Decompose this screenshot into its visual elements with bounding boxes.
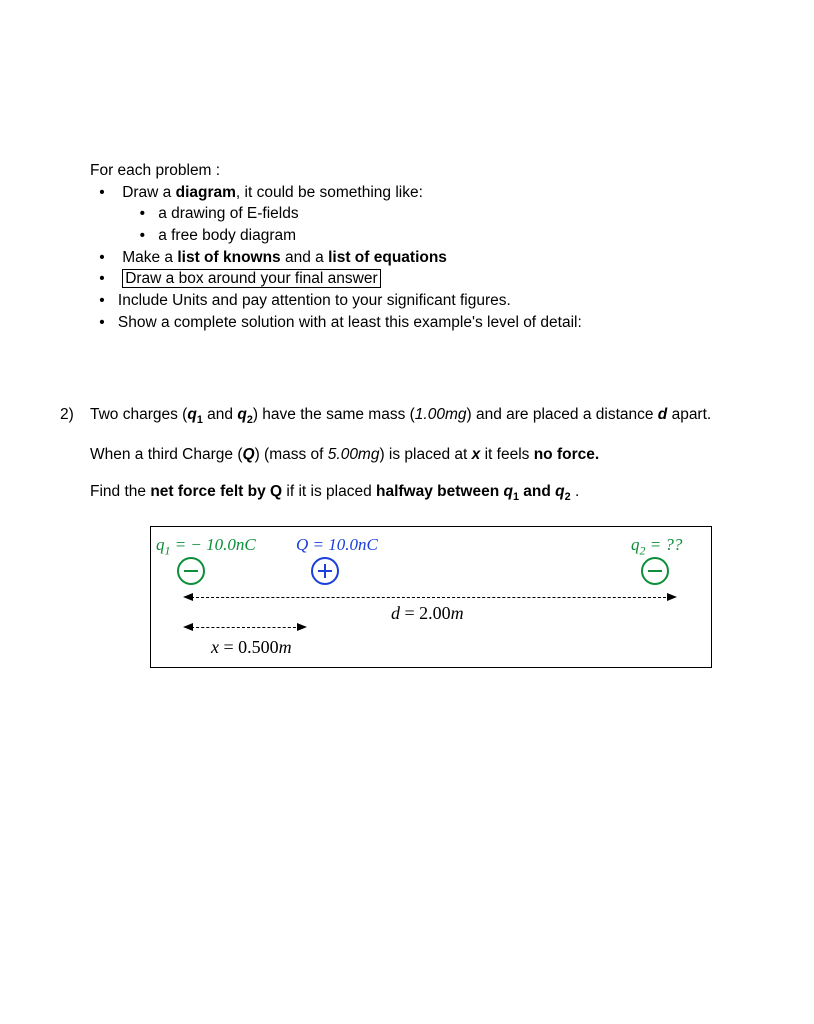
boxed-answer: Draw a box around your final answer <box>122 269 380 288</box>
d-dimension-line <box>191 597 671 598</box>
problem-body: Two charges (q1 and q2) have the same ma… <box>90 404 724 668</box>
instr-item-units: Include Units and pay attention to your … <box>90 290 724 312</box>
Q-charge-icon <box>311 557 339 585</box>
instr-item-knowns: Make a list of knowns and a list of equa… <box>90 247 724 269</box>
instr-item-detail: Show a complete solution with at least t… <box>90 312 724 334</box>
instr-sub-fbd: a free body diagram <box>140 225 724 247</box>
d-label: d = 2.00m <box>391 601 464 626</box>
q2-label: q2 = ?? <box>631 533 682 559</box>
instr-item-boxed: Draw a box around your final answer <box>90 268 724 290</box>
Q-label: Q = 10.0nC <box>296 533 378 557</box>
problem-line-2: When a third Charge (Q) (mass of 5.00mg)… <box>90 444 724 466</box>
charge-diagram: q1 = − 10.0nC Q = 10.0nC q2 = ?? <box>150 526 712 668</box>
page: For each problem : Draw a diagram, it co… <box>0 0 814 1024</box>
instr-sub-efields: a drawing of E-fields <box>140 203 724 225</box>
instr-item-diagram: Draw a diagram, it could be something li… <box>90 182 724 247</box>
q1-label: q1 = − 10.0nC <box>156 533 256 559</box>
problem-line-1: Two charges (q1 and q2) have the same ma… <box>90 404 724 428</box>
arrow-left-icon <box>183 593 193 601</box>
problem-number: 2) <box>60 404 74 426</box>
q2-charge-icon <box>641 557 669 585</box>
q1-charge-icon <box>177 557 205 585</box>
instructions-block: For each problem : Draw a diagram, it co… <box>90 160 724 334</box>
arrow-right-icon <box>667 593 677 601</box>
instructions-intro: For each problem : <box>90 160 724 182</box>
arrow-right-icon <box>297 623 307 631</box>
problem-line-3: Find the net force felt by Q if it is pl… <box>90 481 724 505</box>
instr-sublist: a drawing of E-fields a free body diagra… <box>90 203 724 246</box>
instructions-list: Draw a diagram, it could be something li… <box>90 182 724 334</box>
problem-2: 2) Two charges (q1 and q2) have the same… <box>60 404 724 668</box>
x-dimension-line <box>191 627 301 628</box>
arrow-left-icon <box>183 623 193 631</box>
x-label: x = 0.500m <box>211 635 292 660</box>
